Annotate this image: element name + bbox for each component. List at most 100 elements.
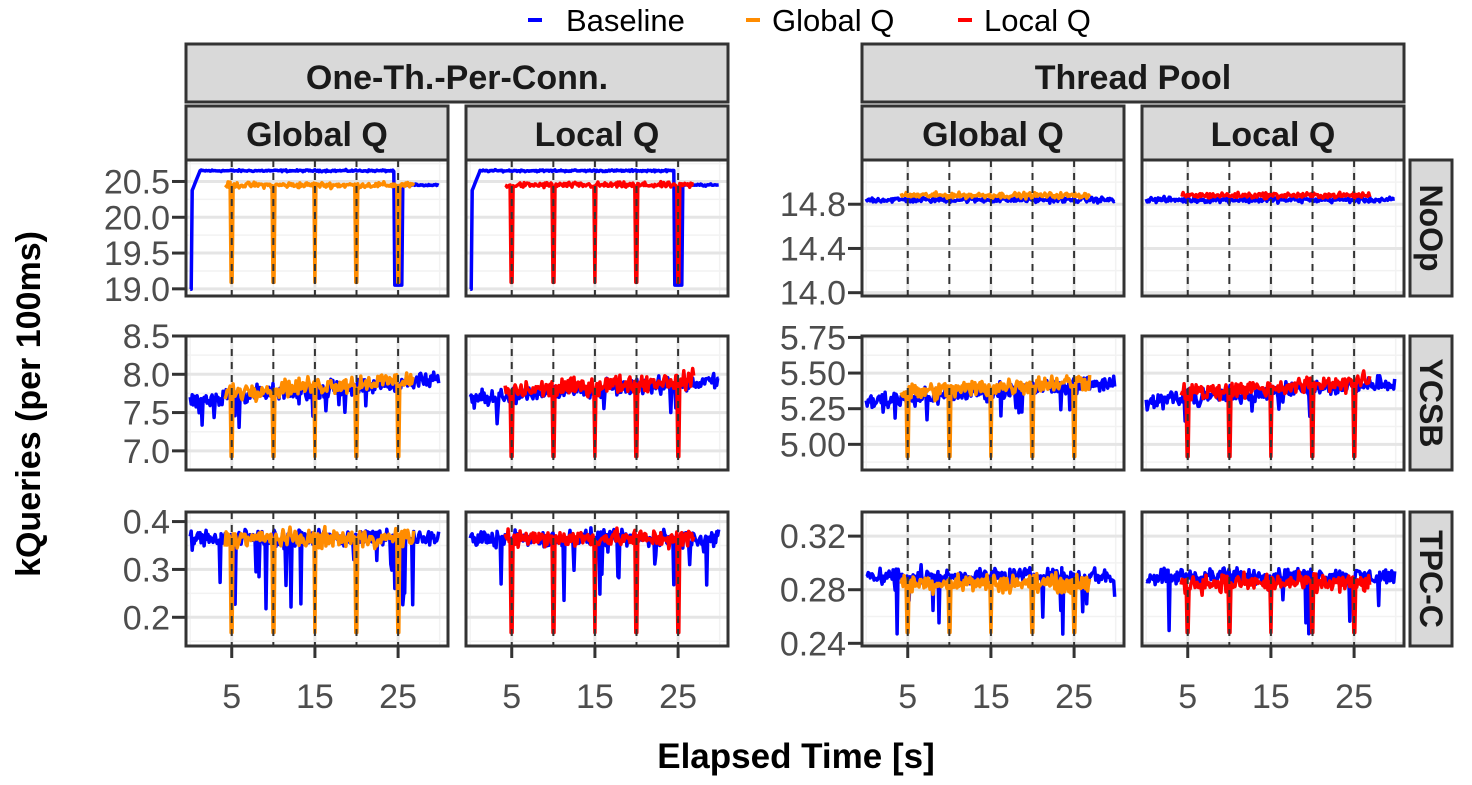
series-queue-line <box>223 524 416 635</box>
strip-row-label: NoOp <box>1413 184 1449 271</box>
y-tick-label: 5.25 <box>780 391 846 429</box>
panel-border <box>860 158 1126 298</box>
strip-column-group <box>860 42 1406 104</box>
series-queue-line <box>503 366 696 459</box>
series-queue-line <box>504 179 695 285</box>
x-tick-label: 15 <box>296 678 334 716</box>
strip-row <box>1408 158 1454 298</box>
facet-panels <box>184 158 1406 648</box>
facet-panel <box>860 334 1126 472</box>
strip-group-label: Thread Pool <box>1035 59 1231 97</box>
panel-border <box>1140 334 1406 472</box>
legend-label: Global Q <box>772 3 894 38</box>
panel-border <box>1140 510 1406 648</box>
panel-border <box>184 510 450 648</box>
series-queue-line <box>899 570 1092 635</box>
panel-border <box>860 334 1126 472</box>
series-queue-line <box>1180 190 1372 201</box>
y-tick-label: 19.5 <box>104 235 170 273</box>
strip-group-label: One-Th.-Per-Conn. <box>306 59 608 97</box>
y-tick-label: 5.50 <box>780 355 846 393</box>
x-tick-label: 5 <box>222 678 241 716</box>
y-tick-label: 5.75 <box>780 319 846 357</box>
legend-label: Baseline <box>566 3 685 38</box>
x-tick-label: 5 <box>898 678 917 716</box>
series-queue-line <box>1179 569 1372 635</box>
y-axis-title: kQueries (per 100ms) <box>10 231 48 577</box>
strip-row-label: TPC-C <box>1413 530 1449 628</box>
series-baseline-line <box>469 167 720 291</box>
y-tick-label: 5.00 <box>780 426 846 464</box>
series-queue-line <box>1179 369 1372 459</box>
panel-border <box>464 158 730 298</box>
facet-panel <box>1140 158 1406 298</box>
legend-item: Local Q <box>958 3 1091 38</box>
y-tick-label: 0.32 <box>780 518 846 556</box>
y-tick-label: 0.24 <box>780 625 846 663</box>
facet-panel <box>464 158 730 298</box>
strip-column-group <box>184 42 730 104</box>
y-tick-label: 20.0 <box>104 199 170 237</box>
facet-panel <box>464 510 730 648</box>
panel-background <box>862 160 1124 296</box>
x-tick-label: 15 <box>972 678 1010 716</box>
facet-panel <box>184 158 450 298</box>
y-tick-label: 0.4 <box>123 504 170 542</box>
series-queue-line <box>899 190 1092 201</box>
strip-column <box>1140 104 1406 162</box>
x-tick-label: 5 <box>1178 678 1197 716</box>
legend-label: Local Q <box>984 3 1091 38</box>
facet-panel <box>860 158 1126 298</box>
strip-column-label: Local Q <box>1211 116 1336 154</box>
strip-column-label: Global Q <box>922 116 1064 154</box>
panel-border <box>464 334 730 472</box>
x-tick-label: 15 <box>576 678 614 716</box>
series-queue-line <box>899 374 1092 459</box>
facet-panel <box>184 510 450 648</box>
panel-background <box>1142 160 1404 296</box>
facet-panel <box>184 334 450 472</box>
y-tick-label: 19.0 <box>104 271 170 309</box>
legend: Baseline Global Q Local Q <box>528 3 1091 38</box>
strip-row <box>1408 334 1454 472</box>
strip-column-label: Global Q <box>246 116 388 154</box>
x-tick-label: 25 <box>659 678 697 716</box>
x-tick-label: 5 <box>502 678 521 716</box>
x-tick-label: 25 <box>1055 678 1093 716</box>
facet-strips: One-Th.-Per-Conn. Thread Pool Global Q Loca… <box>184 42 1454 648</box>
strip-column <box>464 104 730 162</box>
facet-panel <box>1140 334 1406 472</box>
x-axis-title: Elapsed Time [s] <box>657 737 935 776</box>
x-tick-label: 25 <box>379 678 417 716</box>
strip-row <box>1408 510 1454 648</box>
panel-border <box>464 510 730 648</box>
y-tick-label: 8.0 <box>123 356 170 394</box>
y-tick-label: 14.4 <box>780 230 846 268</box>
panel-border <box>860 510 1126 648</box>
legend-item: Global Q <box>746 3 894 38</box>
y-tick-label: 7.5 <box>123 395 170 433</box>
strip-row-label: YCSB <box>1413 359 1449 448</box>
y-tick-label: 20.5 <box>104 163 170 201</box>
series-baseline-line <box>189 167 440 291</box>
series-queue-line <box>223 371 415 459</box>
facet-panel <box>860 510 1126 648</box>
y-tick-label: 14.0 <box>780 275 846 313</box>
y-tick-label: 8.5 <box>123 318 170 356</box>
series-queue-line <box>224 180 416 285</box>
y-tick-label: 0.2 <box>123 599 170 637</box>
panel-border <box>1140 158 1406 298</box>
panel-border <box>184 334 450 472</box>
x-tick-label: 25 <box>1335 678 1373 716</box>
y-tick-label: 0.3 <box>123 551 170 589</box>
legend-item: Baseline <box>528 3 685 38</box>
facet-panel <box>464 334 730 472</box>
panel-border <box>184 158 450 298</box>
y-tick-label: 0.28 <box>780 572 846 610</box>
series-queue-line <box>503 526 696 635</box>
y-tick-label: 14.8 <box>780 186 846 224</box>
y-tick-label: 7.0 <box>123 433 170 471</box>
x-tick-label: 15 <box>1252 678 1290 716</box>
strip-column-label: Local Q <box>535 116 660 154</box>
